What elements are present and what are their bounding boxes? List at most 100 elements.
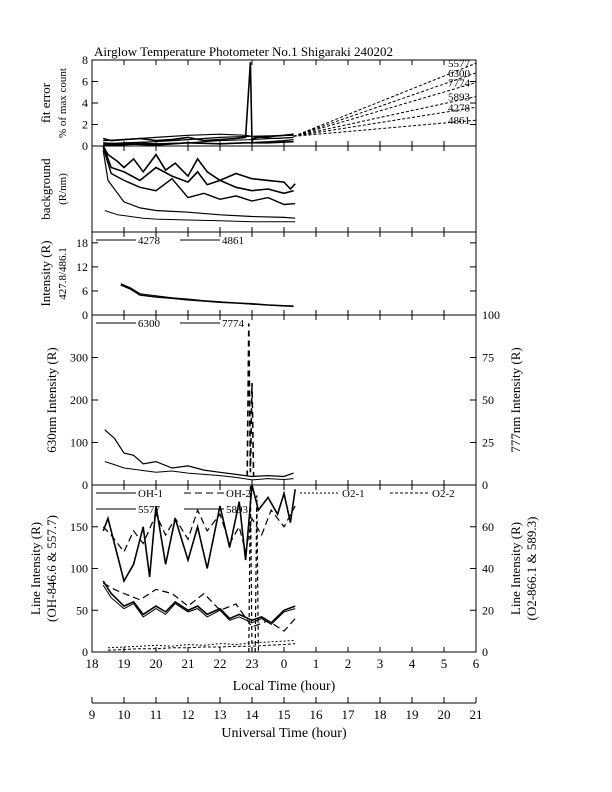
- x-tick-label-ut: 13: [214, 707, 227, 722]
- x-tick-label-local: 23: [246, 656, 259, 671]
- x-tick-label-local: 4: [409, 656, 416, 671]
- series-line-6300: [104, 429, 294, 478]
- series-line-OH-1: [102, 484, 296, 584]
- spike-line: [254, 495, 259, 653]
- x-axis-label-ut: Universal Time (hour): [221, 726, 347, 741]
- x-tick-label-ut: 9: [89, 707, 96, 722]
- series-end-label: 6300: [448, 68, 471, 80]
- legend-label: O2-1: [342, 488, 365, 500]
- legend-label: O2-2: [432, 488, 455, 500]
- x-tick-label-local: 22: [214, 656, 227, 671]
- panel-background: background (R/nm): [38, 145, 477, 233]
- y-tick-label: 0: [82, 645, 88, 659]
- legend-label: 6300: [138, 318, 161, 330]
- series-end-label: 4861: [448, 115, 470, 127]
- x-tick-label-ut: 17: [342, 707, 356, 722]
- series-group: [104, 323, 294, 481]
- y-tick-label-right: 40: [482, 562, 494, 576]
- y-tick-label-right: 0: [482, 478, 488, 492]
- series-line-O2-2: [107, 643, 296, 651]
- x-axis-label-local: Local Time (hour): [233, 679, 336, 694]
- y-axis-label: fit error: [38, 82, 53, 123]
- y-tick-label-right: 60: [482, 520, 494, 534]
- legend-label: OH-2: [226, 488, 251, 500]
- series-end-label: 4278: [448, 102, 471, 114]
- panel-fit-error: 0 2 4 6 8 fit error % of max count 557763007774…: [38, 53, 477, 153]
- series-end-label: 7774: [448, 78, 471, 90]
- y-axis-label: % of max count: [57, 68, 69, 138]
- series-line-OH-2: [102, 505, 296, 553]
- y-tick-label: 6: [82, 284, 88, 298]
- panel-red-intensity: 0 100 200 300 0 25 50 75 100 630nm Intensity (R) 7…: [44, 308, 523, 492]
- y-tick-label: 8: [82, 53, 88, 67]
- y-tick-label: 6: [82, 75, 88, 89]
- series-group: [102, 62, 477, 147]
- x-tick-label-local: 1: [313, 656, 320, 671]
- x-tick-label-ut: 20: [438, 707, 451, 722]
- y-tick-label: 0: [82, 308, 88, 322]
- series-line-4861: [103, 136, 294, 147]
- legend: 4278 4861: [96, 235, 244, 247]
- x-tick-label-ut: 19: [406, 707, 419, 722]
- series-line-2: [102, 147, 296, 206]
- legend-label: 5893: [226, 504, 249, 516]
- guide-line-7774: [293, 82, 477, 137]
- y-tick-label-right: 20: [482, 603, 494, 617]
- x-tick-label-local: 18: [86, 656, 99, 671]
- y-axis-label: Line Intensity (R): [28, 522, 43, 615]
- legend: 6300 7774: [96, 318, 245, 330]
- x-tick-label-ut: 18: [374, 707, 387, 722]
- series-line-6300: [246, 323, 255, 477]
- y-tick-label: 150: [70, 520, 88, 534]
- x-tick-label-local: 2: [345, 656, 352, 671]
- legend-label: 5577: [138, 504, 161, 516]
- y-tick-label: 12: [76, 260, 88, 274]
- series-line-1: [102, 145, 294, 195]
- y-axis-label-right: (O2-866.1 & 589.3): [524, 517, 539, 621]
- y-tick-label-right: 25: [482, 436, 494, 450]
- y-axis-label: (R/nm): [57, 173, 69, 205]
- x-tick-label-ut: 10: [118, 707, 131, 722]
- x-tick-label-ut: 12: [182, 707, 195, 722]
- series-group: [102, 145, 296, 223]
- series-line-4861: [120, 283, 294, 307]
- panel-frame: [91, 314, 477, 486]
- guide-line-5893: [293, 96, 477, 137]
- series-line-5577: [102, 62, 294, 143]
- x-tick-label-ut: 15: [278, 707, 291, 722]
- series-line-right-O2-1: [102, 582, 296, 632]
- guide-line-4861: [293, 119, 477, 137]
- series-line-4: [104, 210, 296, 223]
- series-line-5893: [102, 584, 296, 626]
- y-tick-label: 300: [70, 351, 88, 365]
- x-tick-label-local: 20: [150, 656, 163, 671]
- x-tick-label-local: 0: [281, 656, 288, 671]
- guide-line-5577: [293, 62, 477, 137]
- series-line-4278: [103, 134, 294, 145]
- y-tick-label: 100: [70, 562, 88, 576]
- series-line-7774: [104, 461, 294, 481]
- y-axis-label-right: 777nm Intensity (R): [508, 347, 523, 452]
- x-tick-label-local: 19: [118, 656, 131, 671]
- x-tick-label-ut: 11: [150, 707, 163, 722]
- y-tick-label: 4: [82, 96, 88, 110]
- x-tick-label-local: 6: [473, 656, 480, 671]
- y-tick-label: 0: [82, 478, 88, 492]
- x-tick-label-local: 21: [182, 656, 195, 671]
- panel-frame: [91, 59, 477, 147]
- series-end-label: 5893: [448, 92, 471, 104]
- series-line-4278: [120, 284, 294, 307]
- y-axis-label: 630nm Intensity (R): [44, 347, 59, 452]
- x-tick-label-ut: 16: [310, 707, 324, 722]
- guide-line-6300: [293, 72, 477, 137]
- legend-label: OH-1: [138, 488, 163, 500]
- series-group: [102, 484, 296, 653]
- y-axis-label: background: [38, 158, 53, 220]
- y-tick-label: 0: [82, 139, 88, 153]
- y-tick-label: 2: [82, 118, 88, 132]
- y-tick-label: 100: [70, 436, 88, 450]
- series-end-label: 5577: [448, 58, 471, 70]
